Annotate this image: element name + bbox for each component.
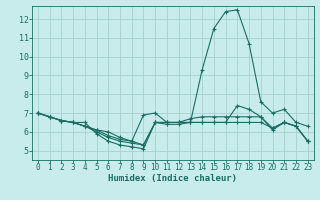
X-axis label: Humidex (Indice chaleur): Humidex (Indice chaleur) [108,174,237,183]
